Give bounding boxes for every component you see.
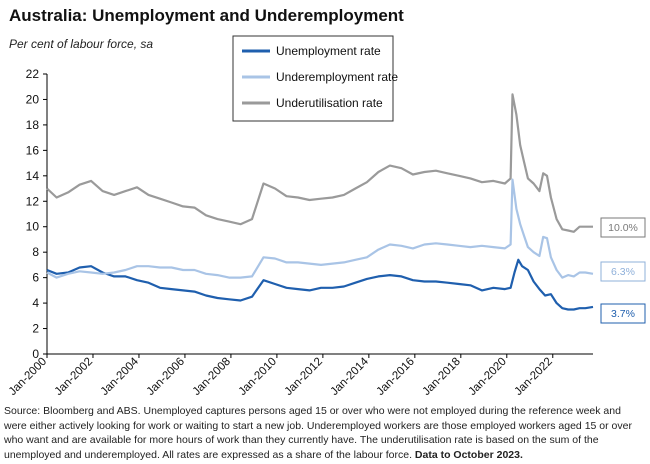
y-tick-label: 20 [26, 92, 40, 106]
legend-label: Underutilisation rate [276, 96, 383, 110]
x-tick-label: Jan-2016 [375, 356, 417, 398]
chart-title: Australia: Unemployment and Underemploym… [9, 6, 404, 25]
chart-subtitle: Per cent of labour force, sa [9, 37, 154, 51]
end-label-box [600, 217, 646, 238]
series-line-underemployment-rate [46, 178, 594, 279]
x-tick-label: Jan-2020 [467, 356, 509, 398]
y-tick-label: 16 [26, 143, 40, 157]
y-tick-label: 2 [32, 322, 39, 336]
x-tick-label: Jan-2002 [53, 356, 95, 398]
source-data-date: Data to October 2023. [414, 448, 523, 461]
y-tick-label: 12 [26, 194, 40, 208]
legend-label: Underemployment rate [276, 70, 398, 84]
end-label: 10.0% [608, 222, 638, 234]
x-tick-label: Jan-2012 [283, 356, 325, 398]
y-tick-label: 8 [32, 245, 39, 259]
y-tick-label: 14 [26, 169, 40, 183]
x-tick-label: Jan-2010 [237, 356, 279, 398]
y-tick-label: 0 [32, 347, 39, 361]
x-tick-label: Jan-2022 [512, 356, 554, 398]
end-label-box [600, 261, 646, 282]
x-tick-label: Jan-2018 [421, 356, 463, 398]
series-line-unemployment-rate [46, 258, 594, 311]
source-note: Source: Bloomberg and ABS. Unemployed ca… [4, 404, 646, 462]
end-label-box [600, 303, 646, 324]
x-tick-label: Jan-2000 [7, 356, 49, 398]
y-tick-label: 18 [26, 118, 40, 132]
series-line-underutilisation-rate [46, 93, 593, 233]
y-tick-label: 10 [26, 220, 40, 234]
y-tick-label: 4 [32, 296, 39, 310]
x-tick-label: Jan-2014 [329, 355, 372, 398]
end-label: 3.7% [611, 308, 635, 320]
source-text: Source: Bloomberg and ABS. Unemployed ca… [4, 405, 632, 461]
x-tick-label: Jan-2006 [145, 356, 187, 398]
legend-label: Unemployment rate [276, 44, 381, 58]
x-tick-label: Jan-2008 [191, 356, 233, 398]
x-tick-label: Jan-2004 [99, 355, 142, 398]
end-label: 6.3% [611, 266, 635, 278]
y-tick-label: 6 [32, 271, 39, 285]
y-tick-label: 22 [26, 67, 40, 81]
